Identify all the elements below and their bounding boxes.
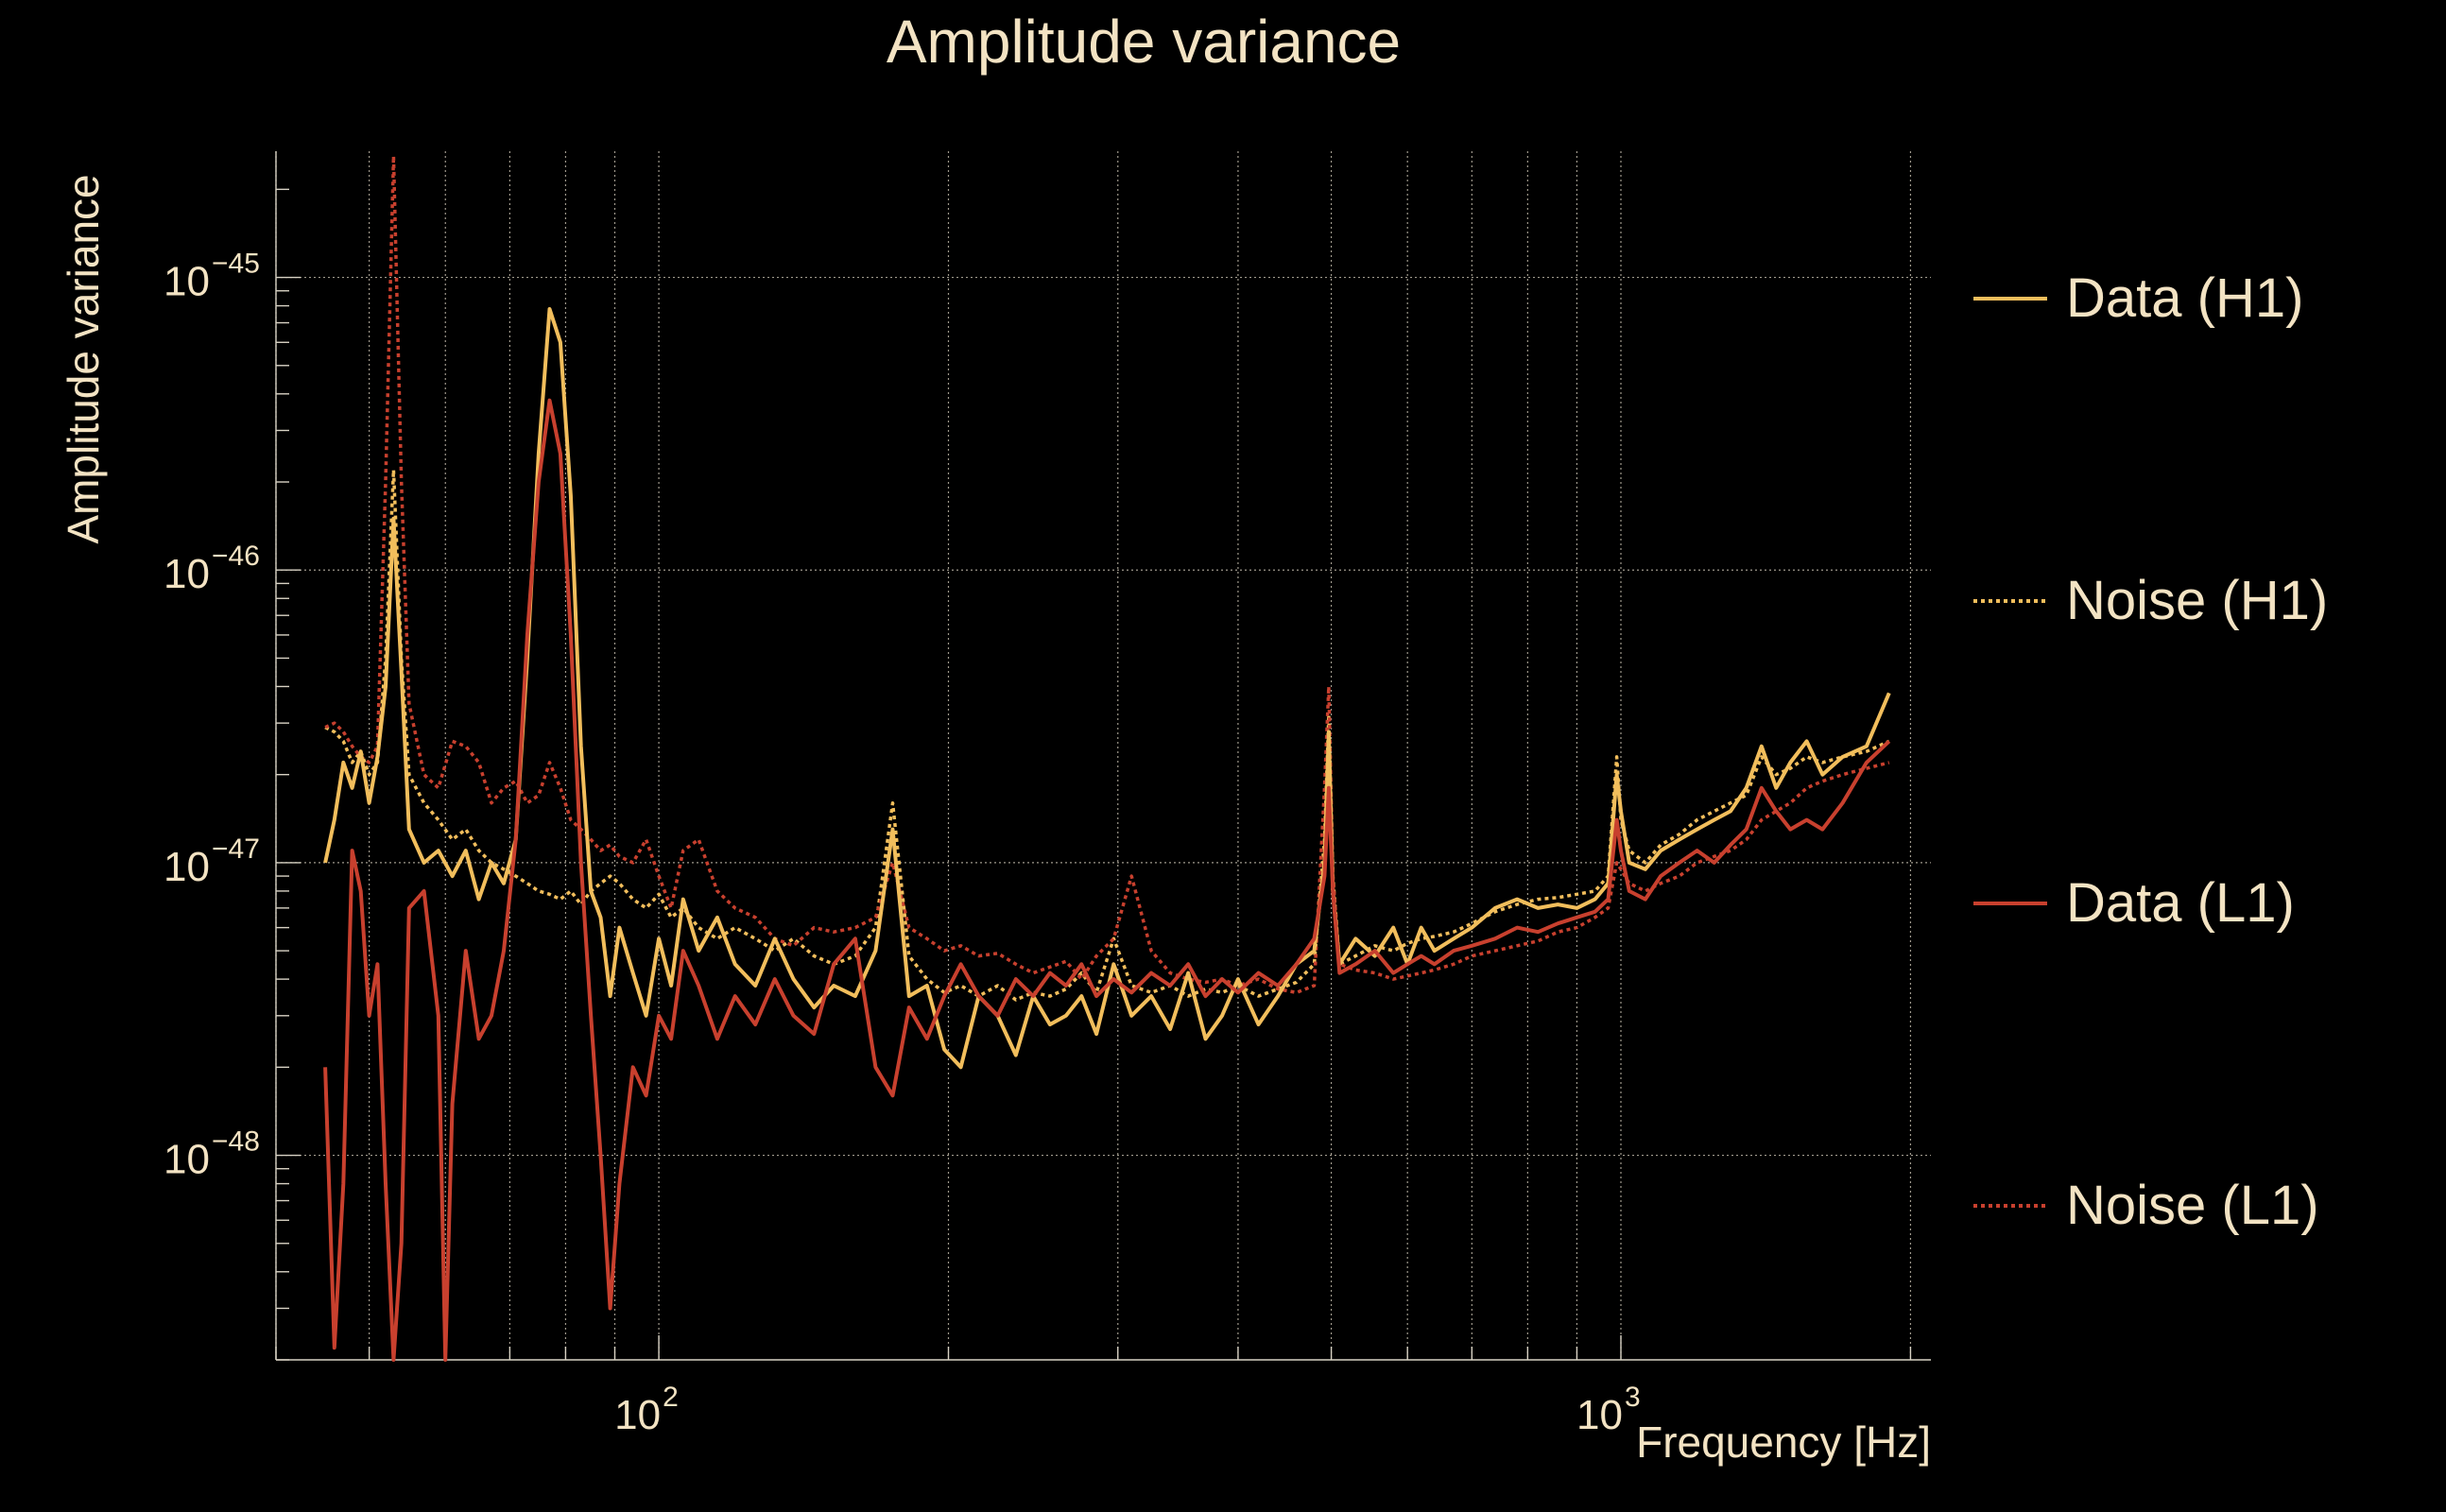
y-tick-exponent: −48: [212, 1126, 260, 1158]
chart-title: Amplitude variance: [887, 8, 1401, 76]
series-line-noise-h1: [324, 468, 1890, 1002]
legend-item: Data (H1): [1973, 267, 2303, 329]
series-line-data-h1: [323, 307, 1891, 1070]
series-lines: [323, 154, 1891, 1362]
x-tick-base: 10: [614, 1392, 661, 1438]
y-tick-base: 10: [164, 1137, 210, 1183]
x-tick-exponent: 2: [663, 1382, 679, 1413]
x-axis-label: Frequency [Hz]: [1636, 1418, 1931, 1467]
legend-item: Noise (L1): [1973, 1175, 2319, 1236]
legend-label: Noise (L1): [2066, 1175, 2319, 1236]
y-tick-label: 10 −47: [164, 833, 260, 890]
y-tick-base: 10: [164, 551, 210, 597]
y-tick-base: 10: [164, 844, 210, 890]
legend-item: Noise (H1): [1973, 570, 2328, 631]
x-tick-label: 10 3: [1576, 1382, 1641, 1438]
x-tick-base: 10: [1576, 1392, 1623, 1438]
y-tick-exponent: −45: [212, 249, 260, 280]
y-tick-exponent: −47: [212, 833, 260, 865]
y-tick-label: 10 −48: [164, 1126, 260, 1183]
legend: Data (H1) Noise (H1) Data (L1) Noise (L1): [1973, 267, 2328, 1236]
legend-item: Data (L1): [1973, 872, 2295, 934]
grid-lines: [275, 151, 1931, 1360]
y-axis-label: Amplitude variance: [59, 174, 108, 543]
y-tick-label: 10 −45: [164, 249, 260, 305]
x-tick-exponent: 3: [1625, 1382, 1641, 1413]
y-tick-exponent: −46: [212, 541, 260, 572]
y-tick-label: 10 −46: [164, 541, 260, 597]
legend-label: Data (H1): [2066, 267, 2303, 329]
legend-label: Data (L1): [2066, 872, 2295, 934]
x-tick-label: 10 2: [614, 1382, 679, 1438]
series-line-noise-l1: [324, 154, 1890, 995]
series-line-data-l1: [323, 398, 1891, 1362]
legend-label: Noise (H1): [2066, 570, 2328, 631]
y-tick-base: 10: [164, 259, 210, 305]
